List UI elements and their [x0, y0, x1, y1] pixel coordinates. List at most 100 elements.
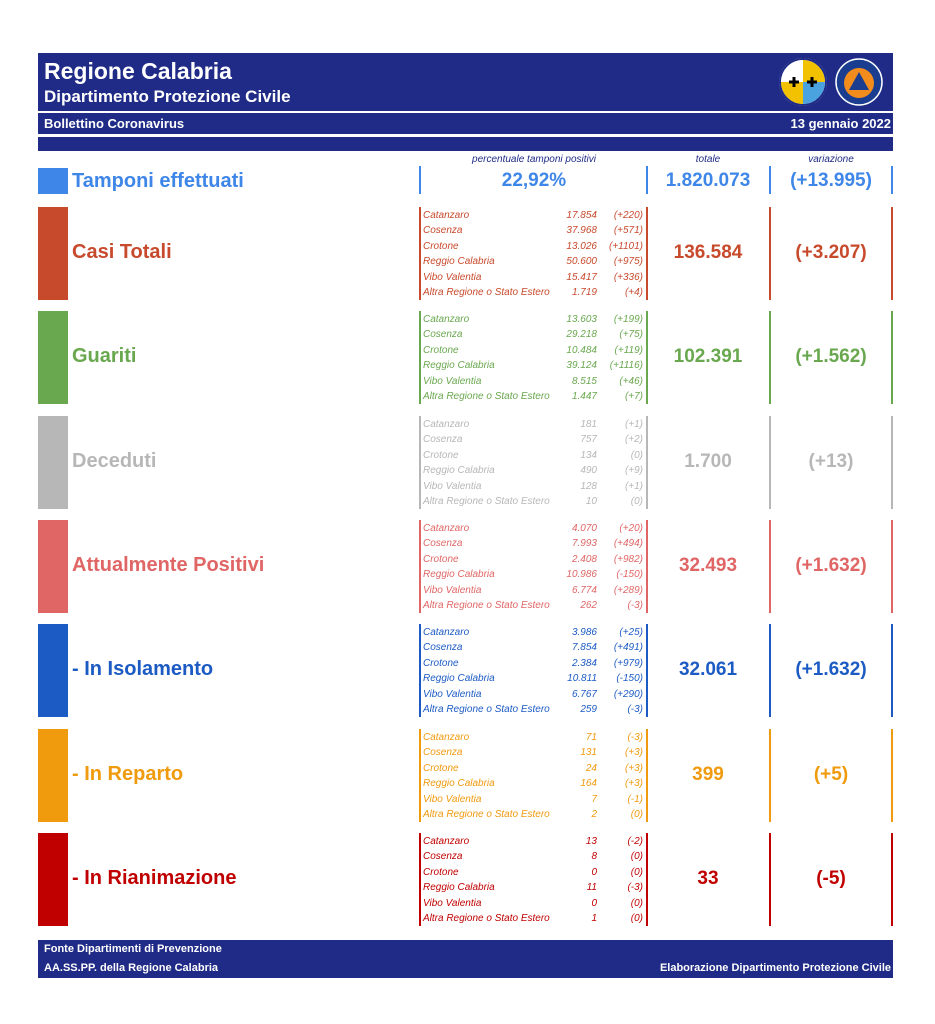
province-row: Vibo Valentia 0 (0) — [423, 896, 645, 911]
province-value: 259 — [580, 703, 597, 715]
province-row: Vibo Valentia 8.515 (+46) — [423, 374, 645, 389]
row-label: Guariti — [72, 344, 137, 367]
province-name: Crotone — [423, 240, 459, 252]
province-list: Catanzaro 71 (-3) Cosenza 131 (+3) Crotone 24 (+… — [423, 730, 645, 823]
province-name: Vibo Valentia — [423, 584, 482, 596]
bulletin-bar — [38, 113, 893, 134]
province-row: Reggio Calabria 10.811 (-150) — [423, 671, 645, 686]
divider — [891, 729, 893, 822]
province-change: (+3) — [624, 747, 643, 759]
province-row: Altra Regione o Stato Estero 10 (0) — [423, 494, 645, 509]
divider — [891, 833, 893, 926]
province-value: 37.968 — [566, 225, 597, 237]
province-row: Catanzaro 4.070 (+20) — [423, 521, 645, 536]
province-value: 15.417 — [566, 271, 597, 283]
province-change: (+975) — [613, 256, 643, 268]
source-line1: Fonte Dipartimenti di Prevenzione — [44, 943, 222, 955]
province-row: Catanzaro 181 (+1) — [423, 417, 645, 432]
province-name: Altra Regione o Stato Estero — [423, 912, 550, 924]
province-name: Catanzaro — [423, 210, 470, 221]
province-row: Cosenza 29.218 (+75) — [423, 327, 645, 342]
row-total: 102.391 — [673, 345, 743, 367]
divider — [891, 207, 893, 300]
province-name: Catanzaro — [423, 523, 470, 534]
province-change: (+1101) — [608, 240, 643, 252]
province-row: Cosenza 757 (+2) — [423, 432, 645, 447]
divider — [646, 166, 648, 194]
province-name: Altra Regione o Stato Estero — [423, 808, 550, 820]
province-row: Altra Regione o Stato Estero 2 (0) — [423, 807, 645, 822]
province-row: Reggio Calabria 39.124 (+1116) — [423, 358, 645, 373]
province-name: Vibo Valentia — [423, 688, 482, 700]
province-name: Crotone — [423, 553, 459, 565]
province-name: Crotone — [423, 866, 459, 878]
province-list: Catanzaro 13.603 (+199) Cosenza 29.218 (+75) C… — [423, 312, 645, 405]
province-change: (+290) — [613, 688, 643, 700]
province-value: 29.218 — [566, 329, 597, 341]
row-swatch — [38, 624, 68, 717]
divider — [419, 520, 421, 613]
row-variation: (+3.207) — [795, 241, 867, 263]
province-name: Reggio Calabria — [423, 256, 495, 268]
tamponi-percent: 22,92% — [501, 170, 567, 191]
province-value: 757 — [580, 434, 597, 446]
province-change: (+491) — [613, 642, 643, 654]
divider — [769, 833, 771, 926]
divider — [769, 207, 771, 300]
divider — [646, 311, 648, 404]
row-variation: (+1.632) — [795, 554, 867, 576]
province-row: Vibo Valentia 128 (+1) — [423, 479, 645, 494]
province-name: Reggio Calabria — [423, 360, 495, 372]
province-value: 3.986 — [571, 627, 597, 638]
province-value: 2.408 — [571, 553, 597, 565]
province-value: 1.447 — [571, 390, 597, 402]
divider — [769, 166, 771, 194]
province-change: (+3) — [624, 778, 643, 790]
province-value: 39.124 — [566, 360, 597, 372]
province-row: Crotone 0 (0) — [423, 865, 645, 880]
province-change: (+7) — [624, 390, 643, 402]
province-value: 7 — [591, 793, 597, 805]
province-value: 10.811 — [567, 673, 597, 685]
province-value: 13.026 — [566, 240, 597, 252]
province-value: 17.854 — [566, 210, 597, 221]
divider — [769, 624, 771, 717]
divider — [646, 624, 648, 717]
province-row: Vibo Valentia 6.767 (+290) — [423, 687, 645, 702]
bulletin-label: Bollettino Coronavirus — [44, 116, 185, 131]
province-row: Altra Regione o Stato Estero 1 (0) — [423, 911, 645, 926]
province-name: Cosenza — [423, 851, 463, 863]
province-name: Altra Regione o Stato Estero — [423, 703, 550, 715]
province-name: Cosenza — [423, 434, 463, 446]
row-label: Deceduti — [72, 449, 157, 472]
province-row: Reggio Calabria 164 (+3) — [423, 776, 645, 791]
province-value: 2 — [591, 808, 597, 820]
row-total: 1.700 — [684, 450, 732, 472]
row-total: 32.061 — [678, 658, 738, 680]
province-name: Catanzaro — [423, 314, 470, 325]
province-name: Altra Regione o Stato Estero — [423, 495, 550, 507]
row-variation: (+1.562) — [795, 345, 867, 367]
province-change: (+494) — [613, 538, 643, 550]
province-change: (+2) — [624, 434, 643, 446]
tamponi-label: Tamponi effettuati — [72, 170, 244, 192]
province-row: Crotone 10.484 (+119) — [423, 343, 645, 358]
province-value: 7.854 — [571, 642, 597, 654]
bulletin-date: 13 gennaio 2022 — [790, 116, 891, 131]
row-label: - In Reparto — [72, 762, 184, 785]
row-total: 399 — [692, 763, 724, 785]
province-row: Crotone 2.384 (+979) — [423, 656, 645, 671]
divider — [646, 729, 648, 822]
province-row: Altra Regione o Stato Estero 1.447 (+7) — [423, 389, 645, 404]
province-list: Catanzaro 3.986 (+25) Cosenza 7.854 (+491) Cro… — [423, 625, 645, 718]
province-change: (+9) — [624, 465, 643, 477]
province-row: Altra Regione o Stato Estero 262 (-3) — [423, 598, 645, 613]
province-row: Catanzaro 71 (-3) — [423, 730, 645, 745]
province-value: 13.603 — [566, 314, 597, 325]
province-value: 2.384 — [571, 657, 597, 669]
province-change: (+979) — [613, 657, 643, 669]
regione-calabria-logo — [779, 58, 827, 106]
province-row: Reggio Calabria 10.986 (-150) — [423, 567, 645, 582]
row-variation: (+5) — [813, 763, 849, 785]
province-name: Crotone — [423, 344, 459, 356]
